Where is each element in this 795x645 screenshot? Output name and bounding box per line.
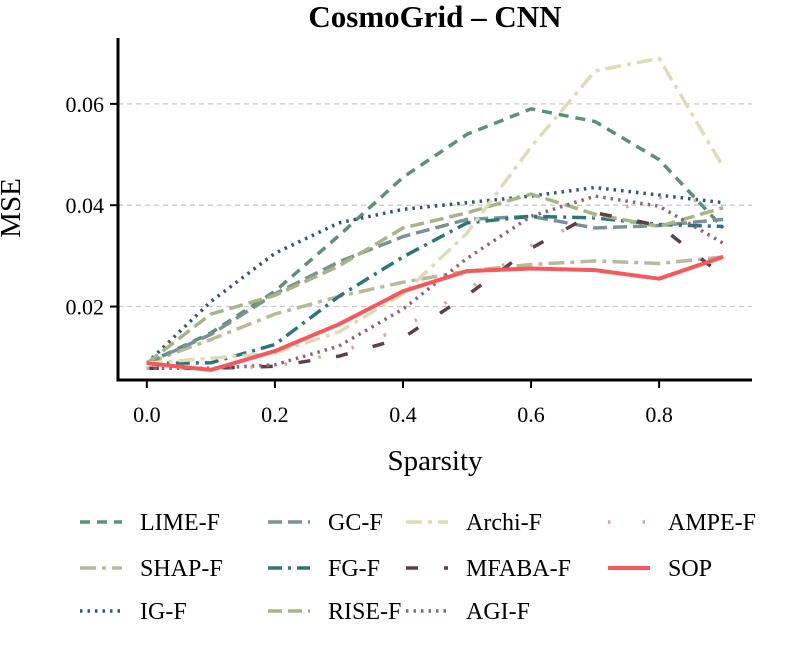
legend: LIME-F SHAP-F IG-F GC-F FG-F RISE-F Archi-F MFA…: [80, 510, 756, 625]
legend-label-ig-f: IG-F: [140, 599, 187, 625]
y-tick-label-0: 0.02: [66, 295, 105, 320]
legend-label-gc-f: GC-F: [328, 510, 383, 536]
series-line-lime-f: [146, 107, 725, 365]
series-line-mfaba-f: [146, 211, 725, 371]
legend-label-fg-f: FG-F: [328, 556, 380, 582]
series-line-ampe-f: [146, 195, 724, 371]
series-line-archi-f: [146, 56, 725, 366]
legend-label-lime-f: LIME-F: [140, 510, 220, 536]
chart-title: CosmoGrid – CNN: [308, 0, 561, 34]
legend-label-ampe-f: AMPE-F: [668, 510, 756, 536]
series-line-gc-f: [146, 214, 724, 365]
ticks: 0.0 0.2 0.4 0.6 0.8 0.02 0.04 0.06: [66, 92, 673, 427]
series-lines: [145, 56, 725, 372]
series-line-sop: [146, 255, 724, 372]
series-line-shap-f: [146, 255, 724, 365]
y-tick-label-2: 0.06: [66, 92, 105, 117]
x-tick-label-1: 0.2: [261, 402, 289, 427]
x-tick-label-4: 0.8: [645, 402, 673, 427]
legend-label-archi-f: Archi-F: [466, 510, 542, 536]
legend-label-sop: SOP: [668, 556, 712, 582]
series-line-ig-f: [145, 185, 724, 365]
series-line-rise-f: [145, 192, 724, 365]
x-tick-label-3: 0.6: [517, 402, 545, 427]
x-tick-label-0: 0.0: [133, 402, 161, 427]
legend-label-agi-f: AGI-F: [466, 599, 530, 625]
legend-label-shap-f: SHAP-F: [140, 556, 223, 582]
series-line-agi-f: [146, 194, 725, 371]
x-tick-label-2: 0.4: [389, 402, 417, 427]
series-line-fg-f: [146, 214, 724, 366]
y-axis-label: MSE: [0, 178, 27, 238]
legend-label-mfaba-f: MFABA-F: [466, 556, 571, 582]
legend-label-rise-f: RISE-F: [328, 599, 401, 625]
axes: [116, 38, 752, 382]
x-axis-label: Sparsity: [387, 445, 483, 477]
y-tick-label-1: 0.04: [66, 193, 105, 218]
